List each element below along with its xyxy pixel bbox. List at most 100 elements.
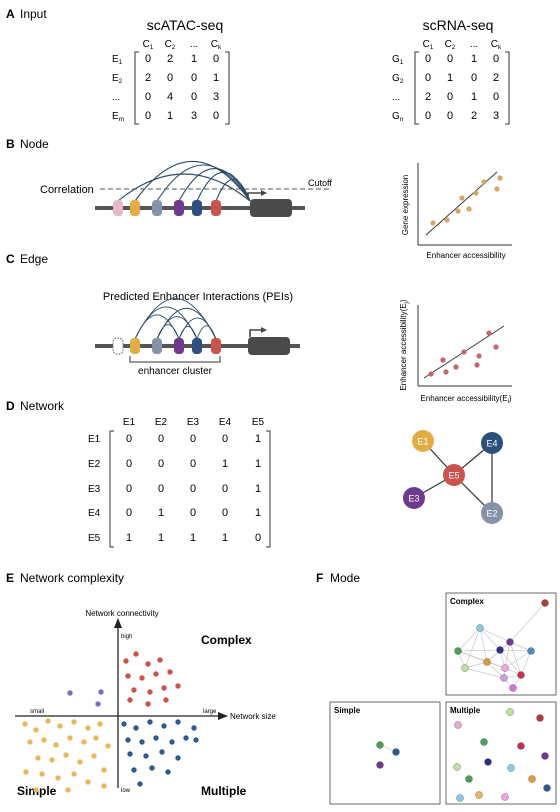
multiple-dot <box>139 739 145 745</box>
atac-col-header: C2 <box>165 39 176 51</box>
rna-row-header-main: G <box>392 54 400 65</box>
node-scatter-point <box>473 190 479 196</box>
complex-dot <box>147 689 153 695</box>
mode-complex-edge <box>499 649 522 676</box>
multiple-dot <box>127 751 133 757</box>
mode-complex-node <box>501 664 509 672</box>
network-cell: 0 <box>190 433 196 445</box>
network-col-header: E4 <box>219 417 232 428</box>
outlier-dot <box>95 701 101 707</box>
edge-scatter-point <box>461 349 467 355</box>
atac-col-header: ... <box>190 39 198 50</box>
network-col-header: E2 <box>155 417 168 428</box>
multiple-dot <box>147 719 153 725</box>
section-e-letter: E <box>6 571 14 585</box>
high-label: high <box>121 634 132 640</box>
atac-col-header-sub: k <box>218 44 222 51</box>
multiple-label: Multiple <box>201 784 247 798</box>
complex-dot <box>153 671 159 677</box>
multiple-dot <box>183 735 189 741</box>
rna-col-header: Ck <box>491 39 502 51</box>
simple-dot <box>101 767 107 773</box>
node-arc <box>134 161 251 202</box>
rna-col-header-main: C <box>491 39 498 50</box>
atac-cell: 3 <box>213 91 219 103</box>
simple-dot <box>77 759 83 765</box>
simple-dot <box>33 787 39 793</box>
node-scatter-ylabel: Gene expression <box>401 175 410 235</box>
network-right-bracket <box>266 430 271 548</box>
multiple-dot <box>133 725 139 731</box>
multiple-dot <box>137 781 143 787</box>
multiple-dot <box>153 735 159 741</box>
atac-row-header-main: E <box>112 73 119 84</box>
rna-cell: 0 <box>493 53 499 65</box>
atac-row-header-main: E <box>112 111 119 122</box>
complexity-yaxis-arrow <box>114 618 122 628</box>
node-scatter-point <box>444 217 450 223</box>
network-node <box>481 502 503 524</box>
network-cell: 0 <box>190 483 196 495</box>
network-cell: 0 <box>126 458 132 470</box>
edge-scatter-point <box>493 344 499 350</box>
multiple-dot <box>131 767 137 773</box>
rna-row-header: G2 <box>392 73 404 85</box>
atac-cell: 2 <box>167 53 173 65</box>
section-f-letter: F <box>316 571 323 585</box>
simple-dot <box>39 771 45 777</box>
node-scatter-point <box>494 186 500 192</box>
network-col-header: E5 <box>252 417 265 428</box>
atac-row-header-sub: m <box>119 116 124 123</box>
network-row-header: E5 <box>88 533 101 544</box>
mode-complex-node <box>476 624 484 632</box>
atac-cell: 0 <box>167 72 173 84</box>
atac-cell: 0 <box>145 110 151 122</box>
mode-multiple-node <box>517 742 525 750</box>
tss-arrow <box>247 192 262 199</box>
rna-col-header-main: ... <box>470 39 478 50</box>
mode-complex-edge <box>457 627 481 652</box>
mode-complex-edge <box>509 641 522 676</box>
section-d-letter: D <box>6 399 15 413</box>
complex-dot <box>131 687 137 693</box>
edge-scatter-points <box>428 330 499 377</box>
atac-cell: 1 <box>191 53 197 65</box>
network-cell: 0 <box>126 507 132 519</box>
mode-complex-edge <box>479 627 511 643</box>
complexity-dots <box>22 651 199 793</box>
node-scatter-point <box>430 220 436 226</box>
section-e-title: Network complexity <box>20 571 124 585</box>
yaxis-title: Network connectivity <box>85 609 158 618</box>
rna-cell: 1 <box>447 72 453 84</box>
mode-complex-edge <box>457 649 501 652</box>
enhancer-node <box>130 200 140 216</box>
atac-row-header-main: ... <box>112 92 120 103</box>
atac-row-header-sub: 1 <box>119 59 123 66</box>
mode-complex-node <box>500 674 508 682</box>
node-scatter-point <box>459 195 465 201</box>
correlation-label: Correlation <box>40 184 94 196</box>
mode-complex-edge <box>509 641 532 652</box>
simple-dot <box>57 723 63 729</box>
edge-scatter-point <box>476 353 482 359</box>
network-cell: 1 <box>255 483 261 495</box>
atac-col-header-main: ... <box>190 39 198 50</box>
section-f-title: Mode <box>330 571 360 585</box>
mode-simple-graph <box>376 741 400 769</box>
atac-cell: 0 <box>191 91 197 103</box>
mode-multiple-node <box>541 752 549 760</box>
rna-title: scRNA-seq <box>423 17 494 33</box>
enhancer-node <box>211 200 221 216</box>
atac-row-header: ... <box>112 92 120 103</box>
mode-multiple-node <box>456 794 464 802</box>
gene-box <box>250 199 292 217</box>
simple-dot <box>55 775 61 781</box>
atac-col-header-main: C <box>211 39 218 50</box>
rna-col-header: ... <box>470 39 478 50</box>
node-arc <box>156 164 251 202</box>
rna-cell: 1 <box>471 53 477 65</box>
mode-multiple-node <box>475 791 483 799</box>
simple-dot <box>63 752 69 758</box>
node-scatter-point <box>497 175 503 181</box>
atac-col-header: C1 <box>143 39 154 51</box>
